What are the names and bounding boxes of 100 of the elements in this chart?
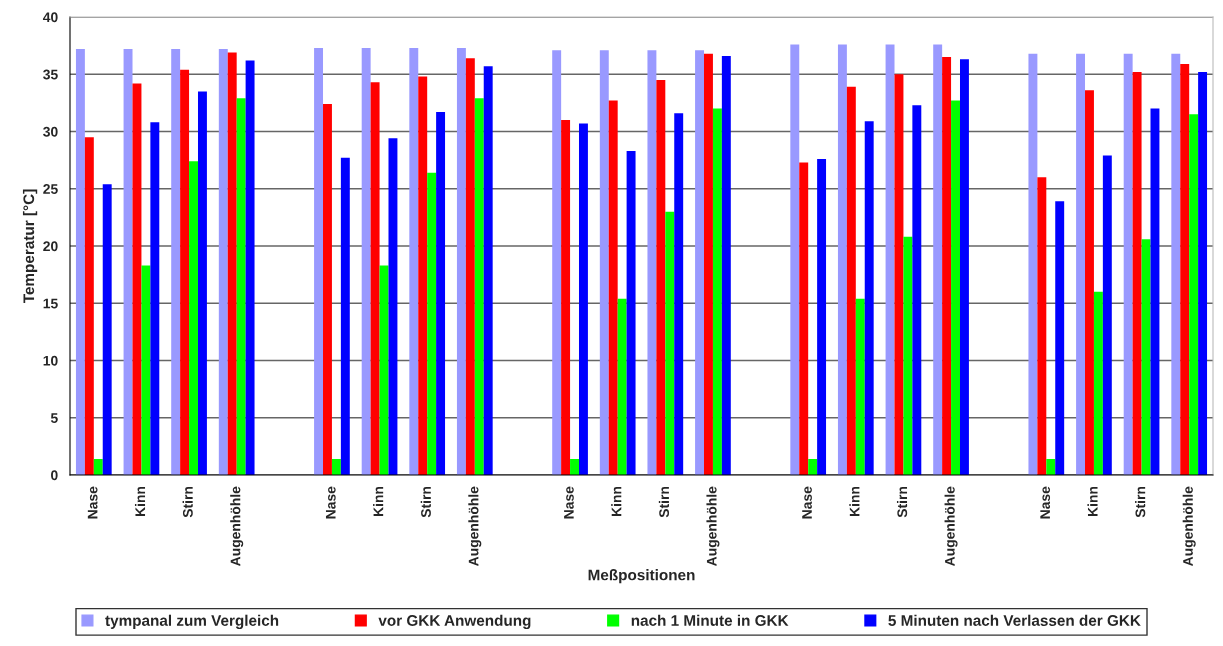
bar — [456, 47, 466, 475]
x-tick-label: Augenhöhle — [706, 486, 720, 566]
bar — [942, 57, 952, 475]
bar — [483, 66, 493, 475]
y-tick-label: 0 — [51, 470, 58, 481]
bar — [171, 49, 181, 475]
bar — [84, 137, 94, 475]
bar — [912, 105, 922, 475]
bar — [656, 79, 666, 475]
bar — [617, 298, 627, 475]
bar — [864, 121, 874, 475]
bar — [236, 98, 246, 475]
x-tick-label: Kinn — [1087, 486, 1098, 517]
bar — [695, 50, 705, 475]
bar — [1085, 90, 1094, 475]
bar — [808, 458, 818, 475]
bar — [712, 108, 722, 475]
x-tick-label: Kinn — [134, 486, 146, 517]
bar — [102, 184, 112, 475]
bar — [1189, 114, 1199, 475]
bar — [340, 157, 350, 475]
bar — [599, 50, 609, 475]
bar — [227, 52, 237, 475]
bar — [608, 100, 618, 475]
x-tick-label: Augenhöhle — [468, 486, 482, 566]
bar — [150, 122, 160, 475]
bar — [855, 298, 865, 475]
bar — [1046, 458, 1056, 475]
bar — [93, 458, 103, 475]
x-tick-label: Nase — [1040, 486, 1051, 519]
legend-label: tympanal zum Vergleich — [105, 614, 279, 630]
bar — [1198, 71, 1208, 475]
bar — [1171, 53, 1181, 475]
y-axis-title: Temperatur [°C] — [22, 189, 38, 304]
y-tick-label: 40 — [42, 12, 58, 23]
bar — [790, 44, 800, 475]
bar — [1102, 155, 1112, 475]
bar — [674, 113, 684, 475]
bar — [1028, 53, 1038, 475]
x-tick-label: Nase — [87, 486, 98, 519]
bar — [465, 58, 475, 475]
bar — [1150, 108, 1160, 475]
bar — [885, 44, 895, 475]
bar — [180, 69, 190, 475]
bar — [314, 47, 324, 475]
bar — [837, 44, 847, 475]
bar — [799, 162, 809, 475]
bar — [474, 98, 484, 475]
y-tick-label: 35 — [43, 69, 58, 80]
x-axis-title: Meßpositionen — [588, 569, 695, 584]
bar — [388, 138, 398, 475]
bar — [1123, 53, 1133, 475]
bar — [123, 49, 133, 475]
x-tick-label: Kinn — [611, 486, 622, 517]
bar — [721, 55, 731, 475]
bar — [570, 458, 579, 475]
bar — [1132, 71, 1142, 475]
bar — [1076, 53, 1086, 475]
bar — [189, 161, 198, 475]
bar — [552, 50, 562, 475]
bar — [218, 49, 228, 475]
bar — [1093, 291, 1103, 475]
x-tick-label: Stirn — [1135, 486, 1146, 518]
bar — [647, 50, 657, 475]
bar — [361, 47, 371, 475]
legend-label: vor GKK Anwendung — [378, 614, 531, 630]
y-tick-label: 10 — [43, 355, 58, 366]
x-tick-label: Nase — [325, 486, 336, 519]
bar — [665, 211, 675, 475]
bar — [903, 236, 913, 475]
bar — [1037, 177, 1047, 475]
y-tick-label: 30 — [43, 126, 58, 137]
bar — [75, 49, 85, 475]
x-tick-label: Kinn — [849, 486, 860, 517]
x-tick-label: Augenhöhle — [944, 486, 958, 566]
bar — [951, 100, 960, 475]
x-tick-label: Kinn — [373, 486, 384, 517]
bar — [933, 44, 943, 475]
bar — [418, 76, 428, 475]
x-tick-label: Stirn — [420, 486, 431, 518]
bar — [331, 458, 341, 475]
x-tick-label: Augenhöhle — [1182, 486, 1196, 566]
y-tick-label: 5 — [50, 413, 58, 423]
x-tick-label: Stirn — [658, 486, 670, 518]
y-tick-label: 15 — [43, 298, 58, 309]
x-tick-label: Nase — [802, 486, 812, 519]
bar — [817, 158, 827, 475]
bar — [409, 47, 419, 475]
x-tick-label: Augenhöhle — [230, 486, 244, 566]
bar — [436, 112, 446, 475]
legend-label: 5 Minuten nach Verlassen der GKK — [888, 614, 1141, 626]
legend-label: nach 1 Minute in GKK — [631, 614, 789, 626]
bar — [578, 123, 588, 475]
x-tick-label: Nase — [564, 486, 574, 519]
y-tick-label: 25 — [43, 184, 58, 194]
x-tick-label: Stirn — [182, 486, 193, 518]
bar — [370, 82, 380, 475]
bar — [704, 53, 713, 475]
bar — [427, 172, 437, 475]
bar — [846, 86, 856, 475]
